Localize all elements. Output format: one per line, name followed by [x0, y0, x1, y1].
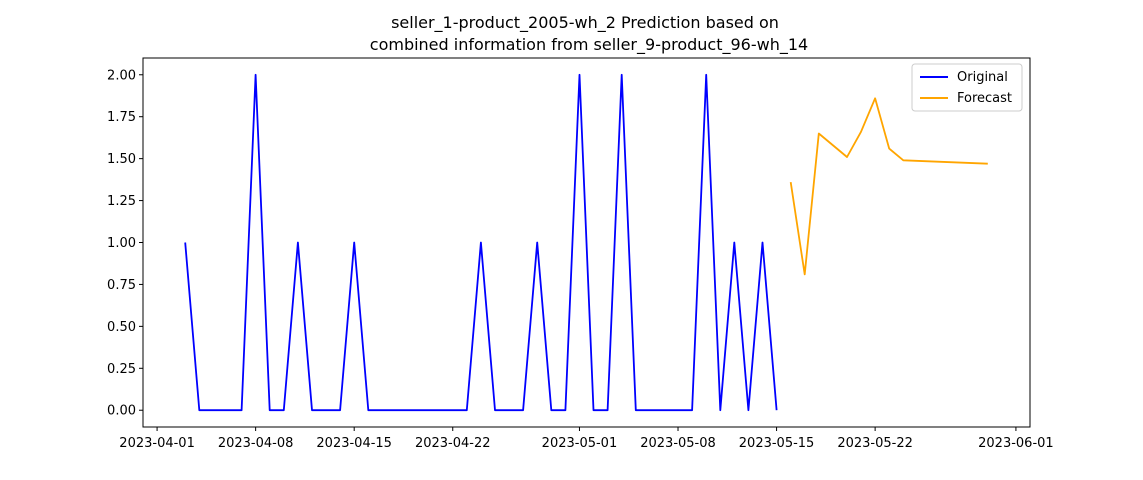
x-tick-label: 2023-04-15: [316, 436, 392, 451]
series-line-original: [184, 73, 778, 412]
x-tick-label: 2023-05-01: [542, 436, 618, 451]
x-tick-label: 2023-06-01: [978, 436, 1054, 451]
legend-label-forecast: Forecast: [957, 91, 1012, 106]
x-tick-label: 2023-05-08: [640, 436, 716, 451]
plot-area: 0.00 0.25 0.50 0.75 1.00 1.25 1.50 1.75 2.00 2023…: [107, 68, 1054, 451]
y-tick-label: 0.00: [107, 404, 136, 419]
y-tick-label: 0.50: [107, 320, 136, 335]
y-tick-label: 1.50: [107, 152, 136, 167]
y-tick-label: 1.00: [107, 236, 136, 251]
plot-frame: [142, 57, 1031, 428]
legend: Original Forecast: [911, 63, 1023, 112]
x-tick-label: 2023-05-22: [837, 436, 913, 451]
legend-box: [911, 63, 1023, 112]
x-tick-label: 2023-05-15: [739, 436, 815, 451]
series-line-forecast: [789, 97, 988, 276]
x-tick-label: 2023-04-08: [218, 436, 294, 451]
chart-title-line-1: seller_1-product_2005-wh_2 Prediction ba…: [391, 13, 779, 33]
y-tick-label: 0.25: [107, 362, 136, 377]
chart-title-line-2: combined information from seller_9-produ…: [370, 35, 808, 55]
legend-label-original: Original: [957, 70, 1008, 85]
y-tick-label: 1.75: [107, 110, 136, 125]
y-tick-label: 1.25: [107, 194, 136, 209]
x-tick-label: 2023-04-22: [415, 436, 491, 451]
y-tick-label: 0.75: [107, 278, 136, 293]
y-tick-label: 2.00: [107, 68, 136, 83]
x-tick-label: 2023-04-01: [119, 436, 195, 451]
